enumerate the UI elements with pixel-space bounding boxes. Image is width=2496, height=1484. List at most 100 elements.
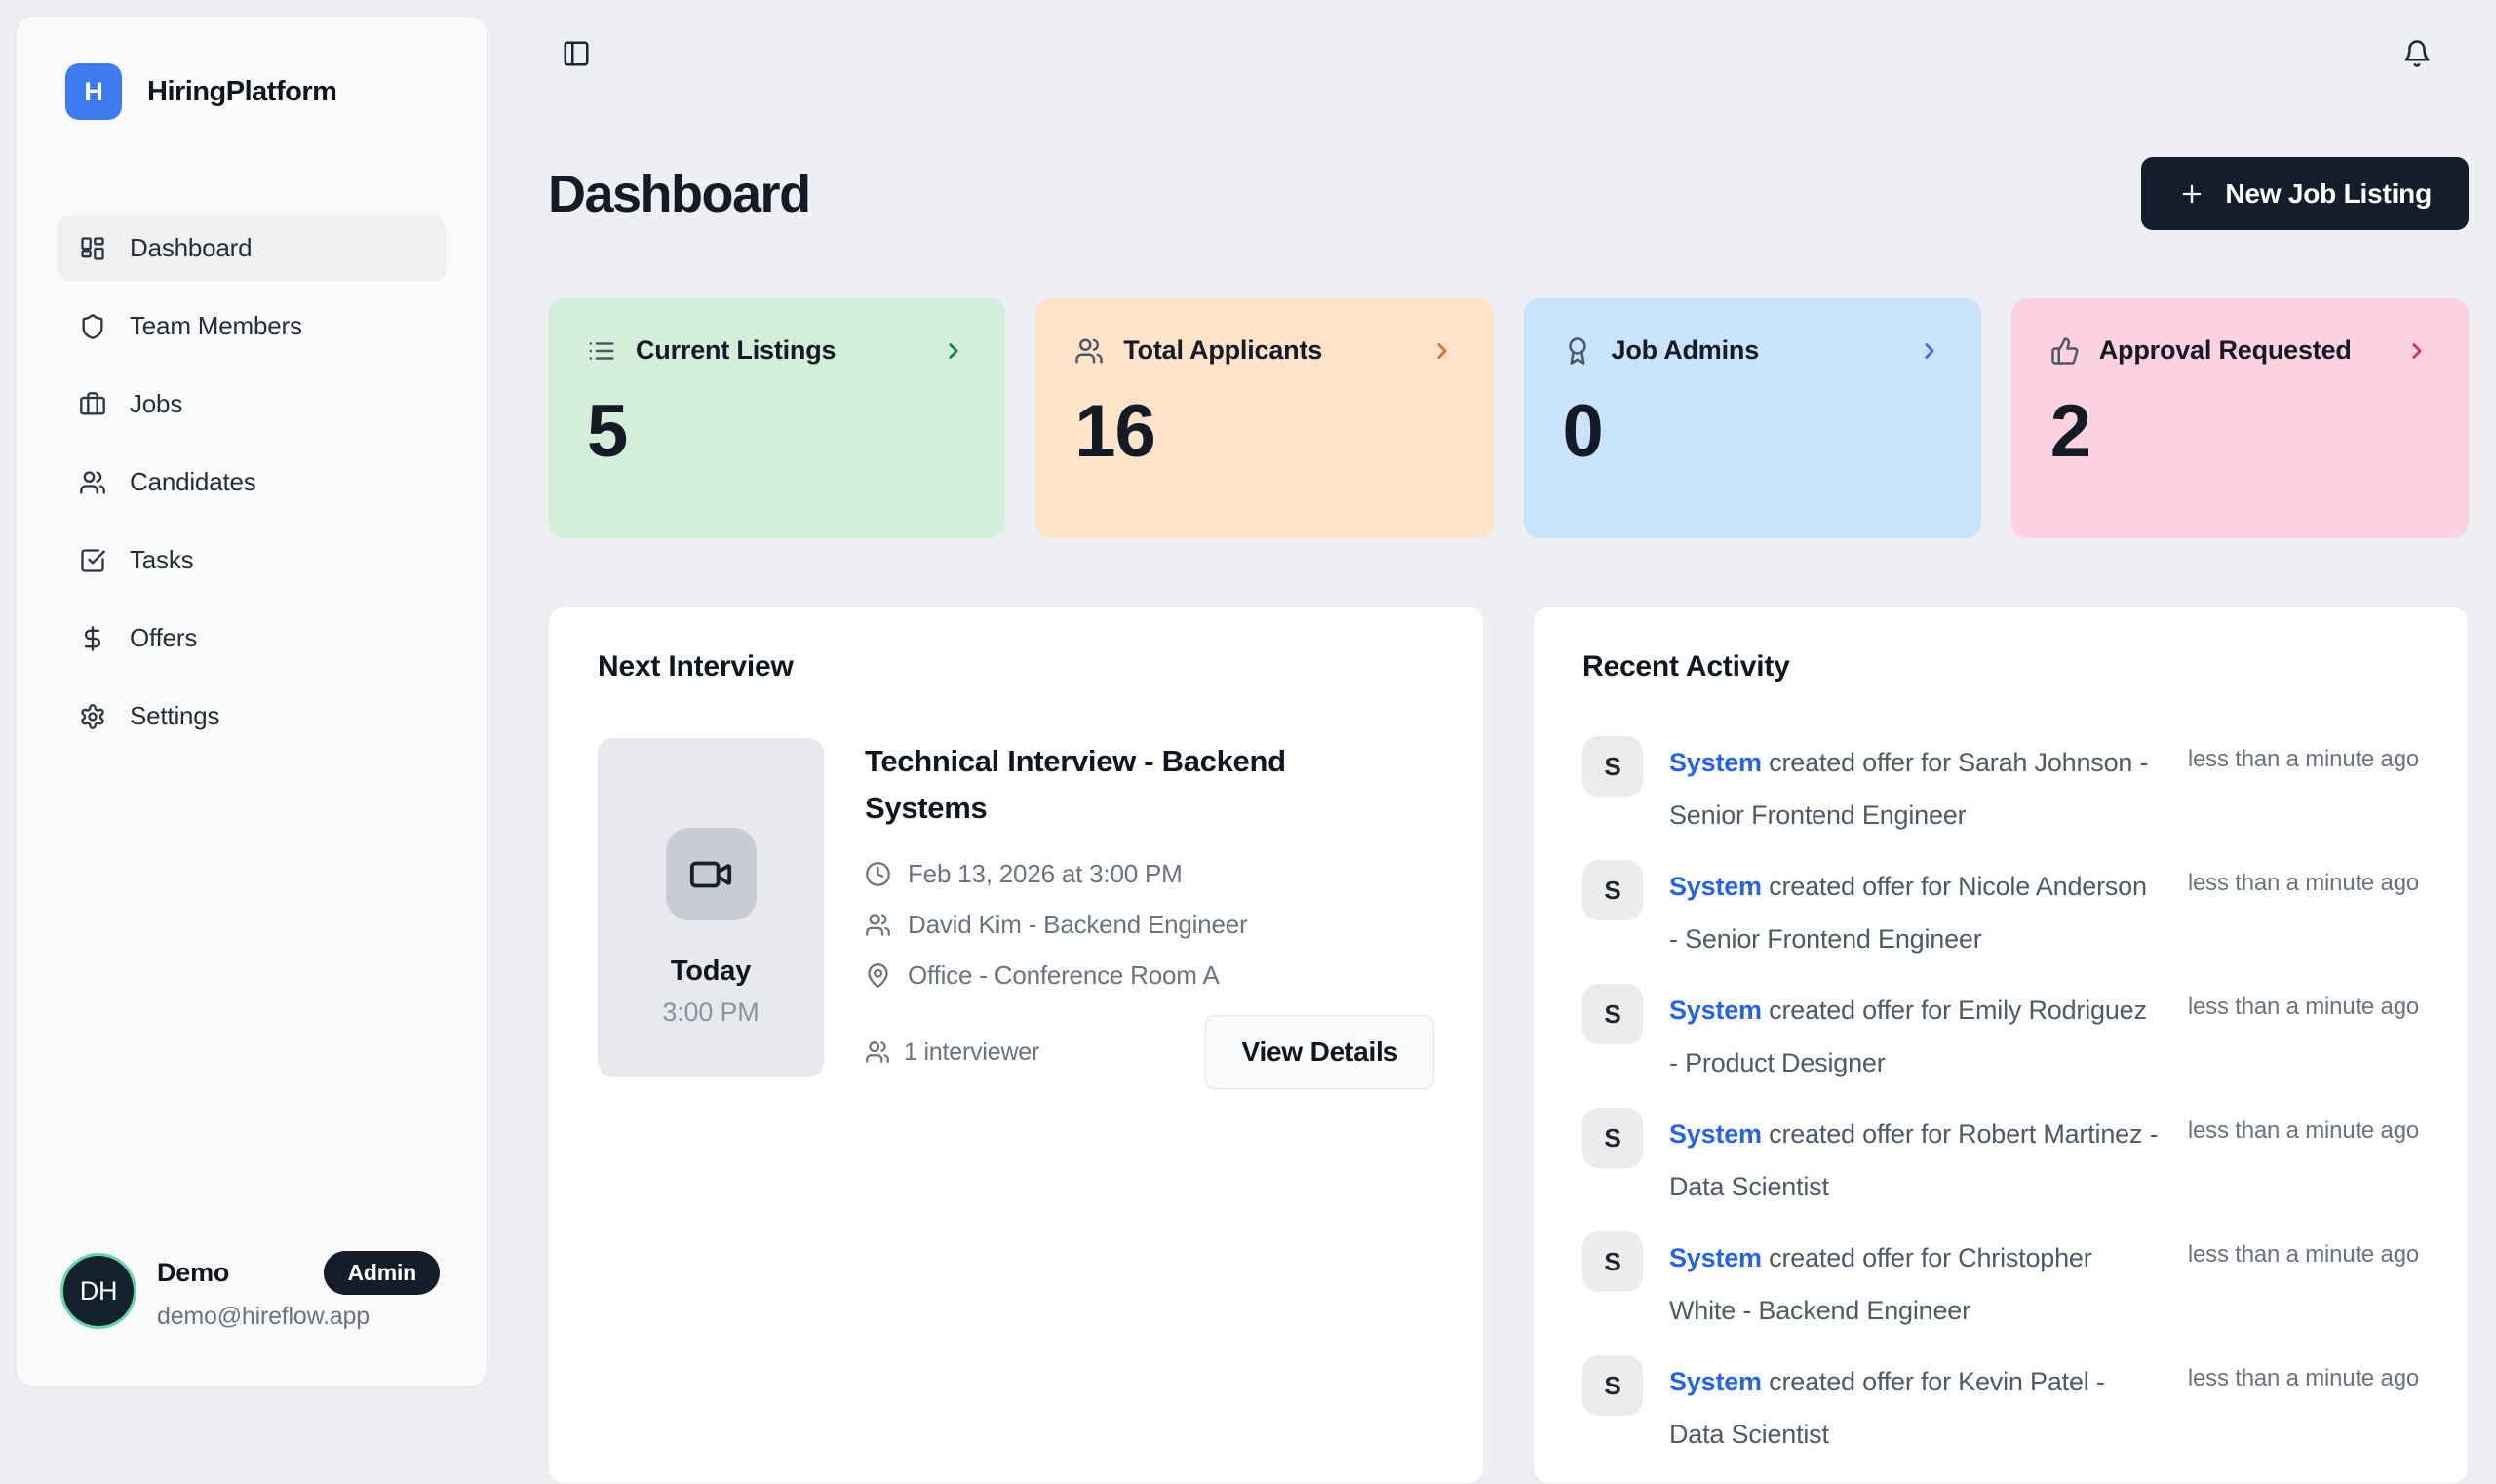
check-square-icon	[79, 547, 106, 574]
activity-action: created offer for Emily Rodriguez - Prod…	[1669, 996, 2147, 1077]
activity-timestamp: less than a minute ago	[2187, 1117, 2419, 1144]
activity-text: System created offer for Robert Martinez…	[1669, 1108, 2162, 1213]
sidebar-item-jobs[interactable]: Jobs	[58, 371, 446, 437]
users-icon	[79, 469, 106, 496]
interview-time-tile: Today 3:00 PM	[598, 738, 824, 1077]
dollar-sign-icon	[79, 625, 106, 652]
sidebar-item-label: Jobs	[130, 389, 183, 418]
interview-person: David Kim - Backend Engineer	[908, 910, 1248, 940]
activity-list: S System created offer for Sarah Johnson…	[1582, 736, 2419, 1461]
topbar	[501, 0, 2496, 111]
sidebar-toggle-button[interactable]	[562, 39, 591, 71]
chevron-right-icon	[941, 338, 966, 364]
thumbs-up-icon	[2050, 336, 2080, 366]
sidebar-item-tasks[interactable]: Tasks	[58, 527, 446, 593]
stat-card-total-applicants[interactable]: Total Applicants 16	[1035, 298, 1494, 538]
activity-avatar: S	[1582, 1355, 1643, 1416]
activity-actor-link[interactable]: System	[1669, 748, 1762, 777]
new-job-listing-button[interactable]: New Job Listing	[2141, 157, 2469, 230]
sidebar-item-team-members[interactable]: Team Members	[58, 293, 446, 359]
brand: H HiringPlatform	[58, 63, 446, 120]
stat-card-job-admins[interactable]: Job Admins 0	[1523, 298, 1981, 538]
activity-actor-link[interactable]: System	[1669, 1243, 1762, 1272]
activity-actor-link[interactable]: System	[1669, 872, 1762, 901]
stat-value: 2	[2049, 390, 2091, 473]
activity-timestamp: less than a minute ago	[2187, 1241, 2419, 1268]
activity-avatar: S	[1582, 984, 1643, 1044]
sidebar-item-dashboard[interactable]: Dashboard	[58, 215, 446, 281]
notifications-button[interactable]	[2402, 39, 2432, 71]
clock-icon	[865, 861, 891, 887]
sidebar-item-candidates[interactable]: Candidates	[58, 449, 446, 515]
next-interview-heading: Next Interview	[598, 650, 794, 683]
dashboard-grid-icon	[79, 235, 106, 262]
view-details-button[interactable]: View Details	[1205, 1015, 1434, 1089]
activity-timestamp: less than a minute ago	[2187, 870, 2419, 896]
sidebar-item-label: Candidates	[130, 467, 256, 496]
avatar: DH	[63, 1256, 134, 1326]
stat-label: Total Applicants	[1123, 335, 1323, 365]
activity-actor-link[interactable]: System	[1669, 996, 1762, 1025]
stat-label: Current Listings	[636, 335, 837, 365]
interview-location: Office - Conference Room A	[908, 960, 1220, 991]
activity-avatar: S	[1582, 1108, 1643, 1168]
sidebar-item-settings[interactable]: Settings	[58, 683, 446, 749]
interviewer-count: 1 interviewer	[904, 1037, 1040, 1066]
sidebar-item-label: Tasks	[130, 545, 194, 574]
stat-value: 5	[587, 390, 628, 473]
users-icon	[865, 912, 891, 938]
activity-avatar: S	[1582, 1231, 1643, 1292]
activity-text: System created offer for Emily Rodriguez…	[1669, 984, 2162, 1089]
recent-activity-card: Recent Activity S System created offer f…	[1533, 606, 2469, 1484]
activity-action: created offer for Sarah Johnson - Senior…	[1669, 748, 2149, 830]
app-logo-icon: H	[65, 63, 122, 120]
activity-timestamp: less than a minute ago	[2187, 1365, 2419, 1391]
activity-text: System created offer for Nicole Anderson…	[1669, 860, 2162, 965]
shield-icon	[79, 313, 106, 340]
next-interview-card: Next Interview Today 3:00 PM Technical I…	[548, 606, 1484, 1484]
user-profile[interactable]: DH Demo Admin demo@hireflow.app	[58, 1251, 446, 1331]
chevron-right-icon	[2404, 338, 2430, 364]
interview-title: Technical Interview - Backend Systems	[865, 744, 1286, 826]
stat-label: Approval Requested	[2098, 335, 2352, 365]
briefcase-icon	[79, 391, 106, 418]
recent-activity-heading: Recent Activity	[1582, 650, 1790, 683]
activity-action: created offer for Christopher White - Ba…	[1669, 1243, 2092, 1325]
activity-item: S System created offer for Kevin Patel -…	[1582, 1355, 2419, 1461]
activity-timestamp: less than a minute ago	[2187, 746, 2419, 772]
activity-action: created offer for Robert Martinez - Data…	[1669, 1119, 2159, 1201]
activity-item: S System created offer for Robert Martin…	[1582, 1108, 2419, 1213]
stats-row: Current Listings 5 Total Applicants 16	[548, 298, 2469, 538]
chevron-right-icon	[1917, 338, 1942, 364]
bell-icon	[2402, 39, 2432, 68]
activity-item: S System created offer for Sarah Johnson…	[1582, 736, 2419, 841]
panels-row: Next Interview Today 3:00 PM Technical I…	[548, 606, 2469, 1484]
sidebar-item-label: Dashboard	[130, 233, 253, 262]
activity-text: System created offer for Kevin Patel - D…	[1669, 1355, 2162, 1461]
list-icon	[587, 336, 616, 366]
activity-text: System created offer for Sarah Johnson -…	[1669, 736, 2162, 841]
activity-avatar: S	[1582, 860, 1643, 920]
stat-label: Job Admins	[1611, 335, 1760, 365]
page-header: Dashboard New Job Listing	[548, 157, 2469, 230]
activity-actor-link[interactable]: System	[1669, 1367, 1762, 1396]
user-name: Demo	[157, 1258, 230, 1287]
activity-timestamp: less than a minute ago	[2187, 994, 2419, 1020]
sidebar-item-label: Settings	[130, 701, 220, 730]
sidebar-item-offers[interactable]: Offers	[58, 605, 446, 671]
stat-value: 0	[1562, 390, 1604, 473]
stat-card-current-listings[interactable]: Current Listings 5	[548, 298, 1006, 538]
stat-card-approval-requested[interactable]: Approval Requested 2	[2010, 298, 2469, 538]
sidebar-item-label: Offers	[130, 623, 198, 652]
activity-actor-link[interactable]: System	[1669, 1119, 1762, 1149]
role-badge: Admin	[324, 1251, 440, 1295]
activity-text: System created offer for Christopher Whi…	[1669, 1231, 2162, 1337]
award-icon	[1563, 336, 1592, 366]
plus-icon	[2178, 180, 2205, 208]
users-icon	[865, 1039, 890, 1065]
activity-item: S System created offer for Christopher W…	[1582, 1231, 2419, 1337]
activity-item: S System created offer for Emily Rodrigu…	[1582, 984, 2419, 1089]
gear-icon	[79, 703, 106, 730]
page-title: Dashboard	[548, 164, 811, 223]
interview-day-label: Today	[670, 956, 752, 987]
